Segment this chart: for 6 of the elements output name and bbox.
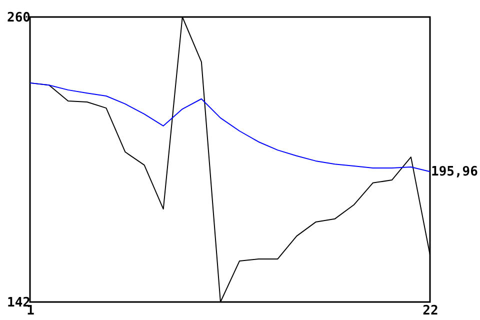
- annotation: 195,96: [431, 164, 478, 180]
- line-series: [30, 82, 430, 172]
- line-series: [30, 16, 430, 302]
- x-tick-label: 22: [422, 304, 438, 318]
- x-tick-label: 1: [26, 304, 35, 318]
- y-tick-label: 260: [7, 10, 31, 26]
